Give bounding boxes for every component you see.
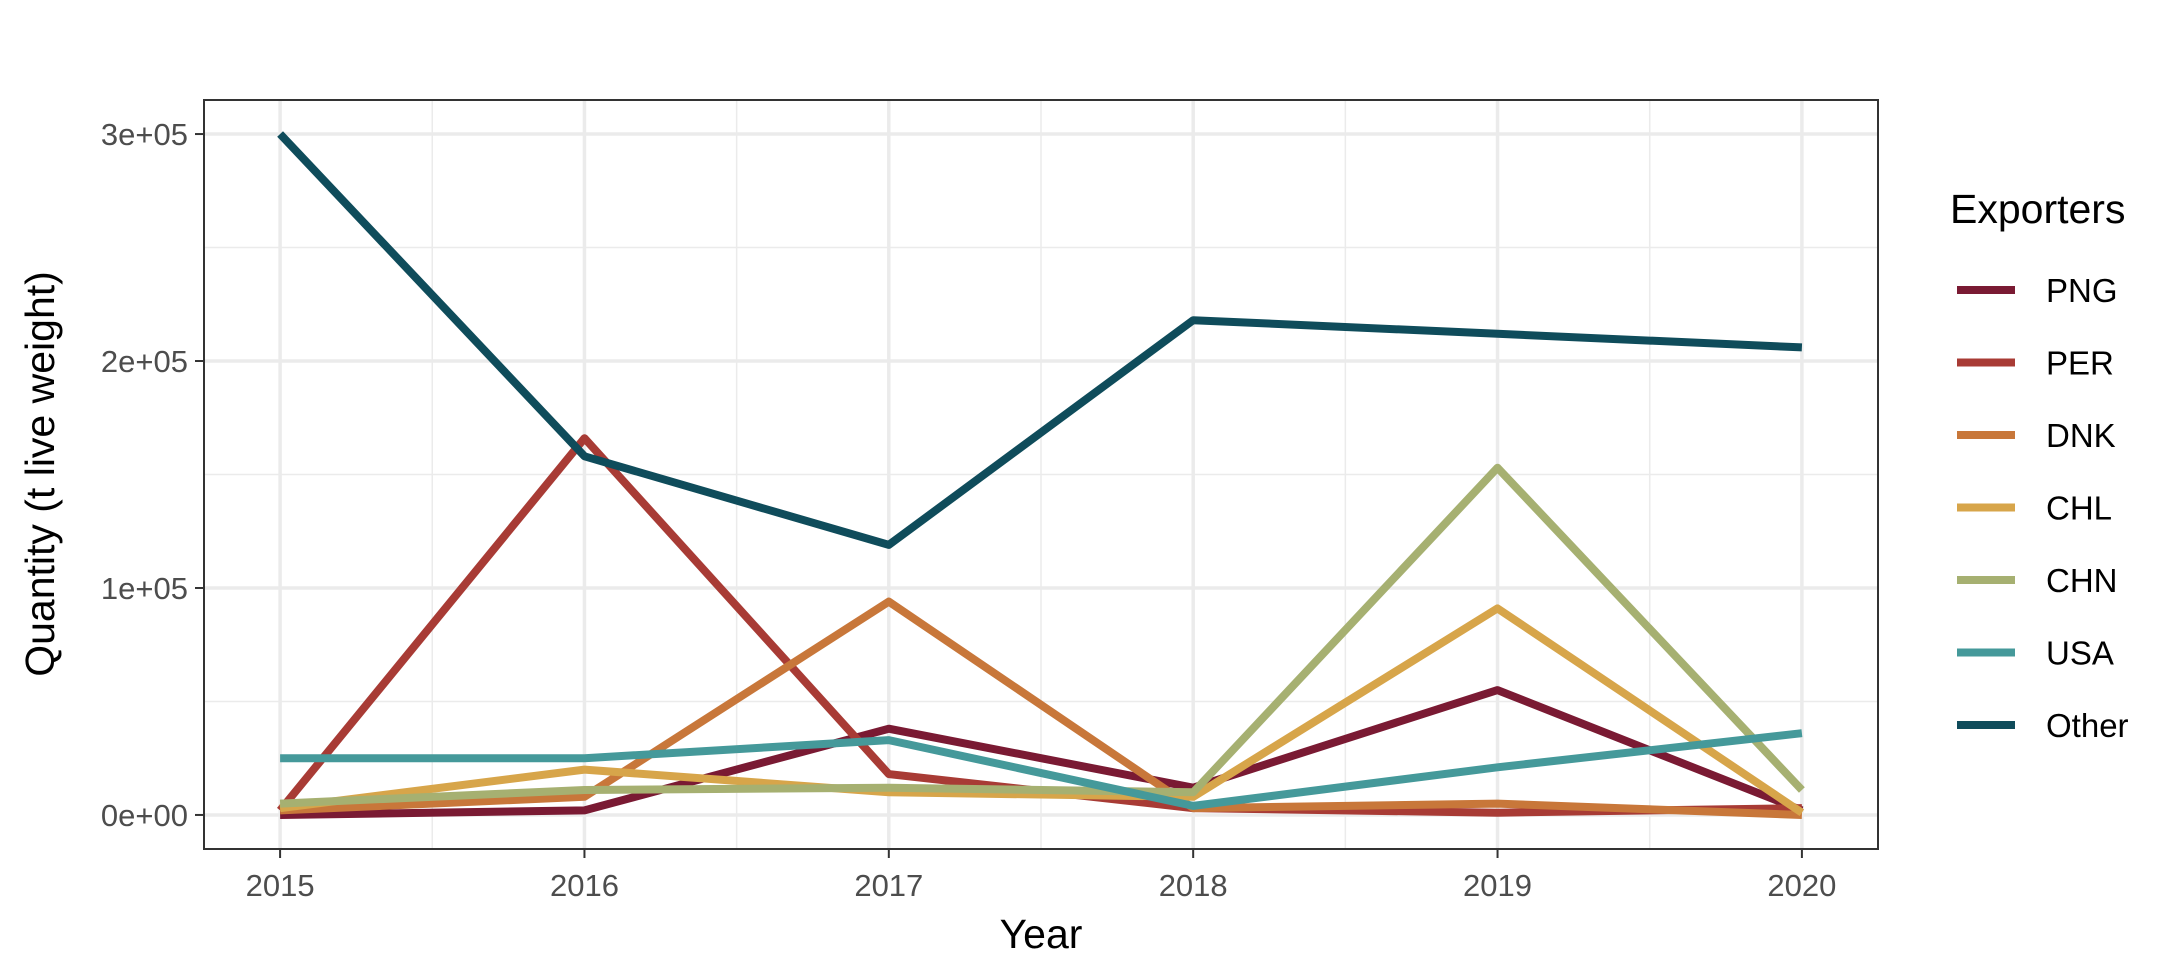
legend: Exporters PNG PER DNK CHL CHN USA Other [1950, 186, 2129, 744]
x-tick-label: 2017 [854, 868, 923, 903]
y-tick-label: 1e+05 [101, 571, 188, 606]
legend-item-chn: CHN [1957, 562, 2118, 599]
series-line-dnk [279, 597, 1803, 819]
legend-item-dnk: DNK [1957, 417, 2116, 454]
legend-label-dnk: DNK [2046, 417, 2116, 454]
y-tick-label: 0e+00 [101, 798, 188, 833]
legend-item-per: PER [1957, 345, 2114, 382]
legend-items: PNG PER DNK CHL CHN USA Other [1957, 272, 2129, 744]
x-tick-label: 2018 [1159, 868, 1228, 903]
y-tick-label: 2e+05 [101, 344, 188, 379]
legend-label-usa: USA [2046, 635, 2114, 672]
legend-label-per: PER [2046, 345, 2114, 382]
series-line-other [277, 131, 1803, 549]
series-line-usa [280, 729, 1803, 810]
x-tick-label: 2015 [246, 868, 315, 903]
legend-title: Exporters [1950, 186, 2125, 232]
legend-item-chl: CHL [1957, 490, 2112, 527]
legend-label-chl: CHL [2046, 490, 2112, 527]
y-axis-title: Quantity (t live weight) [17, 271, 63, 677]
plot-border [203, 99, 1879, 850]
x-tick-label: 2020 [1767, 868, 1836, 903]
x-tick-label: 2016 [550, 868, 619, 903]
axis-layer: 2015 2016 2017 2018 2019 2020 0e+00 1e+05 2e+05 3… [101, 117, 1836, 903]
legend-label-chn: CHN [2046, 562, 2118, 599]
legend-label-other: Other [2046, 707, 2129, 744]
series-layer [277, 131, 1805, 819]
series-line-png [280, 686, 1804, 819]
legend-item-png: PNG [1957, 272, 2118, 309]
legend-label-png: PNG [2046, 272, 2118, 309]
x-tick-label: 2019 [1463, 868, 1532, 903]
legend-item-usa: USA [1957, 635, 2114, 672]
series-line-chl [279, 604, 1805, 817]
series-line-chn [279, 463, 1805, 808]
y-tick-label: 3e+05 [101, 117, 188, 152]
x-axis-title: Year [1000, 911, 1083, 957]
grid-layer [204, 100, 1878, 849]
legend-item-other: Other [1957, 707, 2129, 744]
